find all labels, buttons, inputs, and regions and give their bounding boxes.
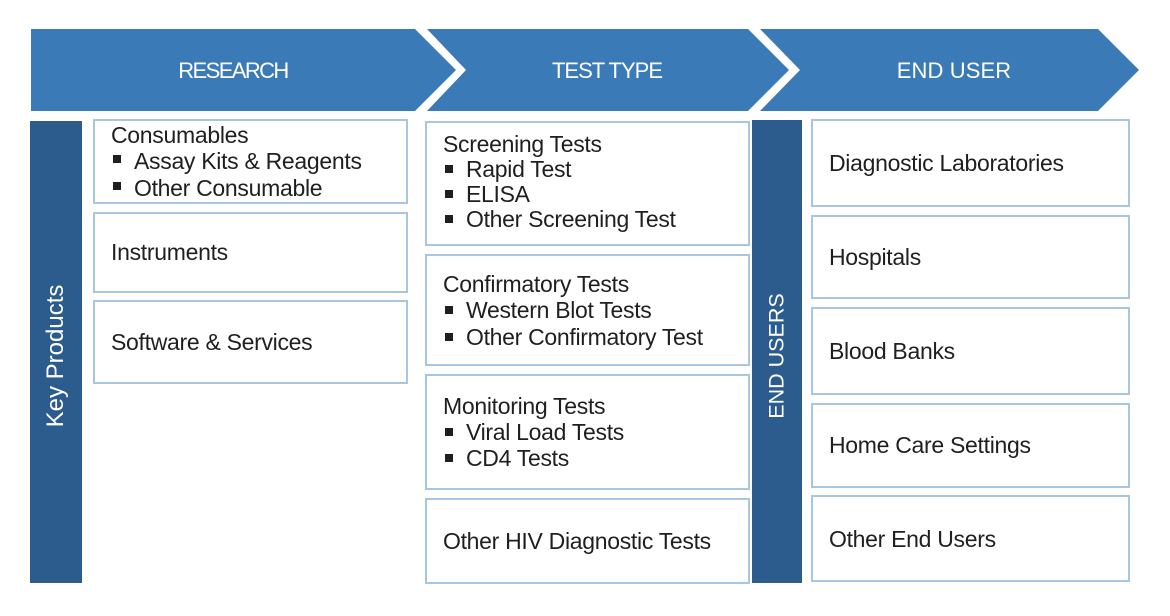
svg-text:END USER: END USER — [897, 58, 1012, 83]
svg-text:TEST TYPE: TEST TYPE — [552, 58, 662, 83]
svg-text:RESEARCH: RESEARCH — [178, 58, 288, 83]
